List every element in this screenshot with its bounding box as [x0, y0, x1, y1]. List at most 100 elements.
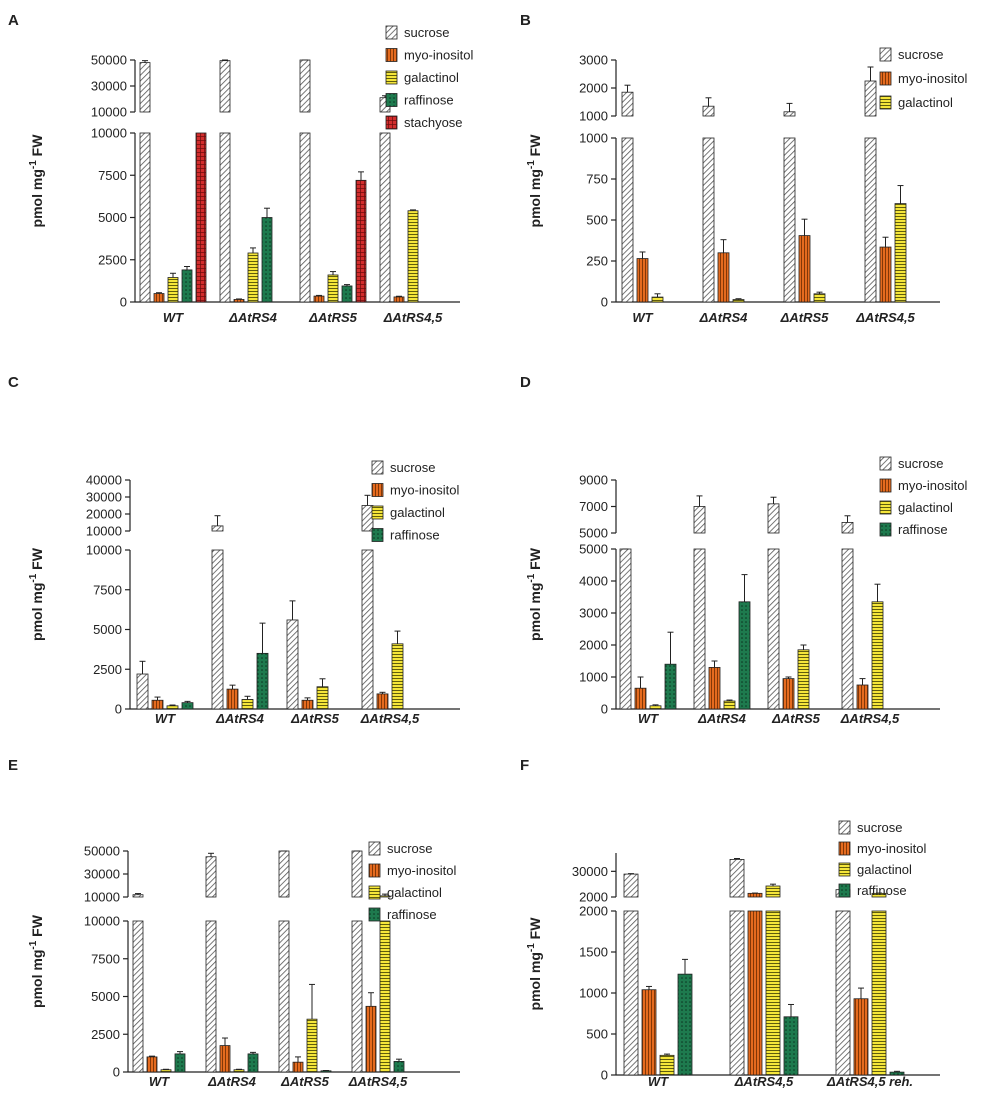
bar-sucrose-1-lower	[702, 137, 715, 303]
x-category-label: WT	[163, 310, 184, 325]
y-tick-label: 10000	[86, 524, 122, 539]
legend-swatch-myo-inositol	[371, 483, 384, 497]
y-axis-label: pmol mg-1 FW	[28, 914, 45, 1008]
x-category-label: ΔAtRS4,5	[348, 1074, 408, 1089]
x-category-label: WT	[155, 711, 176, 726]
y-tick-label: 2000	[579, 638, 608, 653]
legend-swatch-sucrose	[371, 460, 384, 475]
x-category-label: ΔAtRS5	[290, 711, 340, 726]
axes: 0 250 500 750 1000 1000 2000 3000	[579, 53, 940, 310]
y-tick-label: 0	[601, 702, 608, 717]
bar-myo-inositol-3	[365, 1005, 377, 1073]
bar-sucrose-1-upper	[205, 856, 217, 898]
bar-sucrose-3-upper	[864, 80, 877, 117]
y-tick-label: 1000	[579, 986, 608, 1001]
legend-label-myo-inositol: myo-inositol	[857, 841, 926, 856]
legend: sucrose myo-inositol galactinol	[879, 47, 967, 110]
y-tick-label: 2000	[579, 81, 608, 96]
y-tick-label: 30000	[84, 867, 120, 882]
bar-raffinose-1	[783, 1016, 799, 1076]
bar-stachyose-2	[355, 179, 367, 303]
x-category-label: WT	[648, 1074, 669, 1089]
bar-myo-inositol-0	[636, 258, 649, 303]
bar-myo-inositol-1	[226, 688, 239, 710]
bar-sucrose-0	[619, 548, 632, 710]
bar-sucrose-1-upper	[693, 506, 706, 534]
y-tick-label: 7500	[98, 168, 127, 183]
bar-myo-inositol-2	[782, 678, 795, 710]
bar-myo-inositol-2	[292, 1061, 304, 1073]
bar-galactinol-1-upper	[765, 885, 781, 898]
bar-sucrose-1-upper	[702, 105, 715, 117]
legend-swatch-myo-inositol	[838, 841, 851, 856]
bar-myo-inositol-1-lower	[747, 910, 763, 1076]
legend-label-raffinose: raffinose	[857, 883, 907, 898]
bar-sucrose-3-lower	[864, 137, 877, 303]
bar-sucrose-2-lower	[299, 132, 311, 303]
legend-label-myo-inositol: myo-inositol	[387, 863, 456, 878]
bar-sucrose-2	[286, 619, 299, 710]
bar-myo-inositol-0	[153, 293, 165, 303]
bar-galactinol-0	[651, 296, 664, 303]
legend-swatch-sucrose	[368, 841, 381, 856]
bar-galactinol-2	[306, 1018, 318, 1073]
x-category-label: WT	[149, 1074, 170, 1089]
bar-galactinol-3	[407, 210, 419, 303]
panel-A: A 0 2500 5000 7500 10000 10000 30000 50000 pmol …	[8, 12, 473, 325]
bar-sucrose-2-lower	[835, 910, 851, 1076]
legend-label-galactinol: galactinol	[898, 95, 953, 110]
x-category-label: ΔAtRS4	[228, 310, 278, 325]
x-category-label: ΔAtRS4	[207, 1074, 257, 1089]
y-tick-label: 10000	[84, 890, 120, 905]
panel-letter: C	[8, 374, 19, 391]
y-tick-label: 5000	[98, 210, 127, 225]
bar-galactinol-2	[327, 274, 339, 303]
y-tick-label: 0	[601, 1068, 608, 1083]
y-tick-label: 20000	[86, 507, 122, 522]
y-tick-label: 2500	[93, 662, 122, 677]
bars	[136, 494, 404, 710]
bar-sucrose-2-lower	[767, 548, 780, 710]
legend-swatch-sucrose	[879, 47, 892, 62]
legend-swatch-galactinol	[385, 70, 398, 85]
bar-myo-inositol-3	[879, 246, 892, 303]
legend-label-raffinose: raffinose	[898, 522, 948, 537]
y-tick-label: 2500	[98, 252, 127, 267]
bars	[132, 850, 405, 1073]
x-category-label: ΔAtRS4,5	[734, 1074, 794, 1089]
y-axis-label: pmol mg-1 FW	[28, 134, 45, 228]
panel-letter: E	[8, 757, 18, 774]
legend-label-galactinol: galactinol	[404, 70, 459, 85]
y-axis-label: pmol mg-1 FW	[526, 917, 543, 1011]
legend-swatch-galactinol	[368, 885, 381, 900]
bar-myo-inositol-2	[798, 235, 811, 303]
y-axis-label: pmol mg-1 FW	[526, 134, 543, 228]
x-category-label: ΔAtRS5	[280, 1074, 330, 1089]
bar-galactinol-0	[160, 1069, 172, 1073]
bar-myo-inositol-1	[233, 299, 245, 303]
y-tick-label: 40000	[86, 473, 122, 488]
legend-label-sucrose: sucrose	[404, 25, 450, 40]
x-category-label: ΔAtRS4,5	[840, 711, 900, 726]
y-tick-label: 2500	[91, 1027, 120, 1042]
bar-myo-inositol-0	[146, 1056, 158, 1073]
y-tick-label: 30000	[91, 79, 127, 94]
legend-swatch-myo-inositol	[879, 71, 892, 86]
bar-sucrose-0-lower	[132, 920, 144, 1073]
legend-label-myo-inositol: myo-inositol	[898, 71, 967, 86]
y-tick-label: 30000	[572, 864, 608, 879]
legend: sucrose myo-inositol galactinol raffinose	[368, 841, 456, 922]
bar-galactinol-3	[894, 203, 907, 303]
bar-sucrose-1-lower	[205, 920, 217, 1073]
bar-sucrose-1-upper	[211, 525, 224, 532]
y-tick-label: 500	[586, 213, 608, 228]
legend-swatch-galactinol	[838, 862, 851, 877]
legend-label-myo-inositol: myo-inositol	[898, 478, 967, 493]
x-category-label: ΔAtRS4	[699, 310, 749, 325]
bar-raffinose-2	[341, 285, 353, 303]
bar-sucrose-1-lower	[693, 548, 706, 710]
